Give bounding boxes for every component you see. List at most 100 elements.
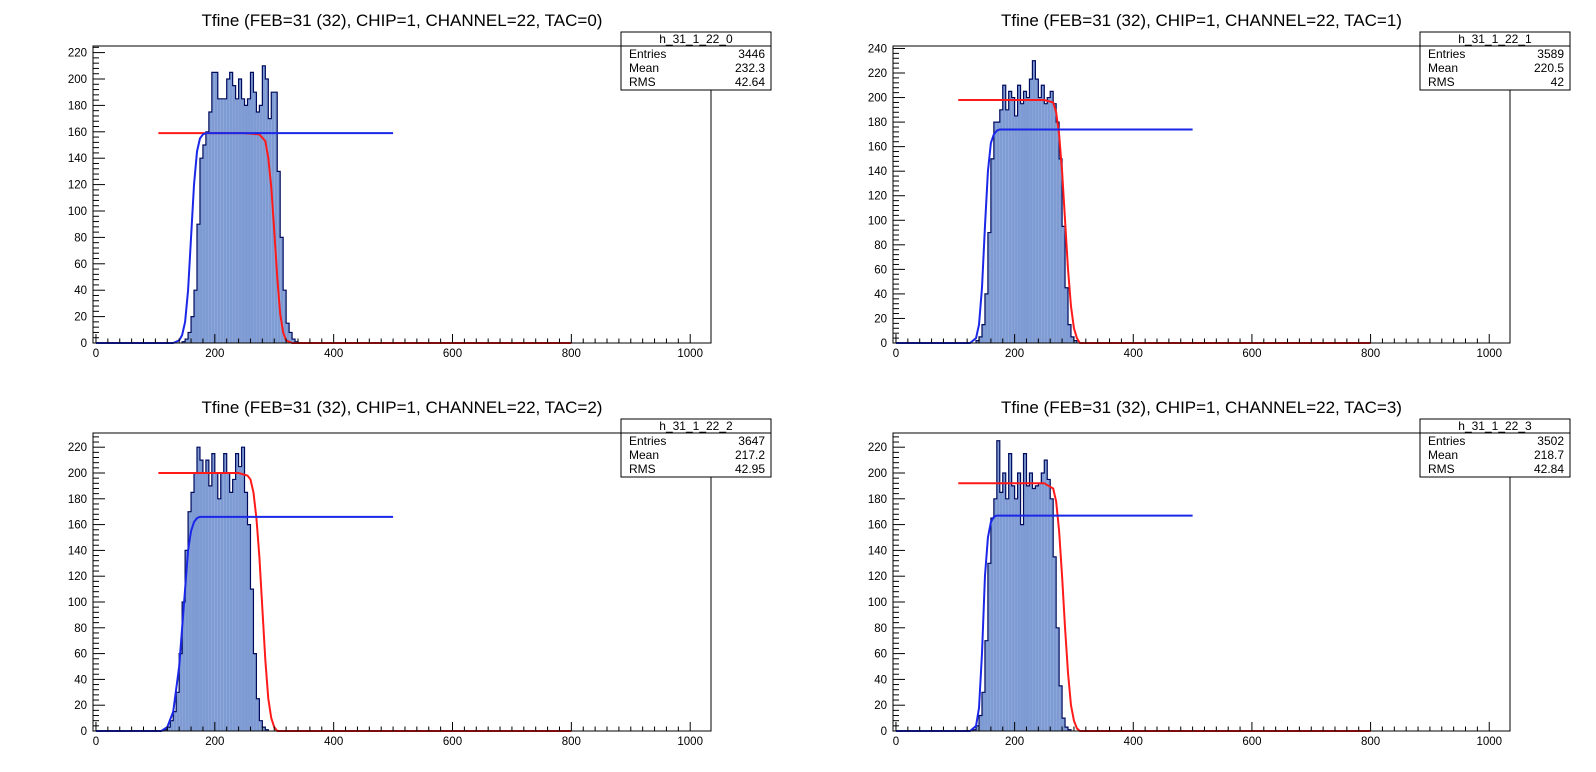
y-tick-label: 40: [74, 285, 87, 297]
histogram-bin: [173, 711, 177, 731]
histogram-bin: [993, 498, 997, 731]
stats-value: 3446: [738, 47, 765, 61]
y-tick-label: 200: [68, 74, 87, 86]
chart-title: Tfine (FEB=31 (32), CHIP=1, CHANNEL=22, …: [202, 11, 603, 30]
x-tick-label: 800: [1361, 736, 1380, 748]
stats-hist-name: h_31_1_22_1: [1458, 32, 1532, 46]
x-axis: 0 200 400 600 800 1000: [93, 334, 703, 360]
histogram-bin: [1059, 158, 1063, 343]
y-tick-label: 20: [74, 700, 87, 712]
y-axis: 0 20 40 60 80 100 120 140 160 180 200 220: [68, 436, 105, 738]
x-tick-label: 200: [1005, 736, 1024, 748]
rising-edge-fit-curve: [95, 515, 394, 732]
x-tick-label: 200: [205, 348, 224, 360]
y-tick-label: 220: [68, 442, 87, 454]
histogram-bin: [223, 453, 227, 731]
histogram-bin: [244, 105, 248, 344]
histogram-bin: [1032, 488, 1036, 731]
histogram-bin: [250, 72, 254, 344]
histogram-bin: [226, 79, 230, 343]
histogram-bin: [194, 290, 197, 343]
stats-hist-name: h_31_1_22_0: [659, 32, 733, 46]
histogram-bin: [1023, 453, 1027, 731]
y-tick-label: 80: [874, 240, 887, 252]
histogram-outline: [972, 440, 1072, 731]
histogram-bin: [280, 237, 284, 343]
y-tick-label: 60: [874, 264, 887, 276]
x-tick-label: 400: [1124, 348, 1143, 360]
histogram-bin: [170, 720, 174, 731]
histogram-panel: Tfine (FEB=31 (32), CHIP=1, CHANNEL=22, …: [68, 398, 772, 748]
x-axis: 0 200 400 600 800 1000: [93, 722, 703, 748]
y-tick-label: 120: [868, 191, 887, 203]
x-tick-label: 600: [1242, 348, 1261, 360]
histogram-bin: [1038, 483, 1042, 731]
histogram-bin: [253, 92, 257, 343]
histogram-bin: [990, 158, 994, 343]
y-axis: 0 20 40 60 80 100 120 140 160 180 200 220: [868, 436, 905, 738]
histogram-bin: [238, 466, 242, 731]
y-tick-label: 160: [868, 520, 887, 532]
histogram-bin: [199, 158, 203, 343]
histogram-bin: [205, 131, 209, 343]
histogram-bin: [164, 729, 168, 731]
histogram-bin: [259, 105, 263, 344]
histogram-bin: [185, 339, 189, 343]
histogram-bin: [1023, 91, 1027, 343]
stats-hist-name: h_31_1_22_2: [659, 419, 733, 433]
x-tick-label: 400: [324, 348, 343, 360]
histogram-bin: [256, 698, 260, 731]
stats-value: 42.64: [735, 75, 765, 89]
histogram-outline: [181, 65, 299, 343]
y-tick-label: 140: [868, 166, 887, 178]
stats-value: 42.95: [735, 462, 765, 476]
histogram-bin: [1070, 336, 1074, 343]
histogram-bin: [235, 453, 239, 731]
stats-box-frame: [620, 418, 772, 478]
histogram-bin: [176, 692, 180, 731]
histogram-bin: [235, 98, 239, 343]
x-tick-label: 800: [1361, 348, 1380, 360]
y-tick-label: 0: [81, 338, 87, 350]
histogram-panel: Tfine (FEB=31 (32), CHIP=1, CHANNEL=22, …: [68, 11, 772, 360]
falling-edge-fit-curve: [958, 99, 1371, 344]
histogram-bin: [1062, 226, 1066, 343]
y-tick-label: 160: [68, 127, 87, 139]
histogram-bin: [188, 511, 192, 731]
plot-frame: [92, 45, 712, 344]
histogram-bin: [217, 498, 221, 731]
histogram-bin: [286, 323, 290, 343]
histogram-panel: Tfine (FEB=31 (32), CHIP=1, CHANNEL=22, …: [868, 11, 1571, 360]
x-tick-label: 400: [324, 736, 343, 748]
y-tick-label: 180: [68, 494, 87, 506]
histogram-bars: [181, 65, 299, 344]
histogram-bin: [1035, 79, 1039, 344]
x-tick-label: 200: [205, 736, 224, 748]
stats-value: 42.84: [1534, 462, 1564, 476]
histogram-bin: [223, 98, 227, 343]
stats-value: 218.7: [1534, 448, 1564, 462]
histogram-bin: [205, 460, 209, 731]
stats-label: RMS: [629, 75, 656, 89]
histogram-bin: [1065, 727, 1069, 731]
y-tick-label: 240: [868, 43, 887, 55]
histogram-bin: [1062, 718, 1066, 731]
y-tick-label: 100: [868, 215, 887, 227]
rising-edge-fit-curve: [895, 128, 1193, 344]
histogram-bin: [1044, 460, 1048, 731]
y-tick-label: 100: [868, 597, 887, 609]
y-tick-label: 180: [868, 117, 887, 129]
histogram-bin: [238, 79, 242, 343]
histogram-bin: [976, 340, 980, 343]
histogram-panel: Tfine (FEB=31 (32), CHIP=1, CHANNEL=22, …: [868, 398, 1571, 748]
histogram-bin: [973, 729, 977, 731]
stats-label: Entries: [1428, 434, 1465, 448]
x-tick-label: 600: [443, 736, 462, 748]
histogram-bin: [244, 492, 248, 731]
stats-label: Entries: [629, 47, 666, 61]
histogram-bin: [1050, 498, 1054, 731]
